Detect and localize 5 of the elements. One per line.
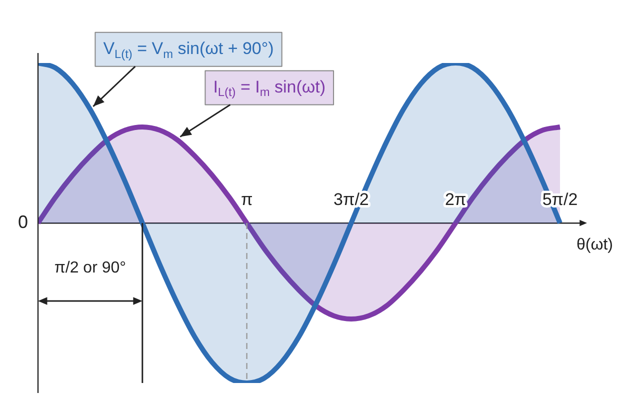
x-tick-label: 2π	[445, 190, 466, 210]
x-axis-title: θ(ωt)	[576, 236, 613, 254]
annotation: 0	[18, 212, 28, 232]
annotation: π/2 or 90°	[54, 259, 126, 276]
x-tick-label: π	[240, 190, 253, 210]
